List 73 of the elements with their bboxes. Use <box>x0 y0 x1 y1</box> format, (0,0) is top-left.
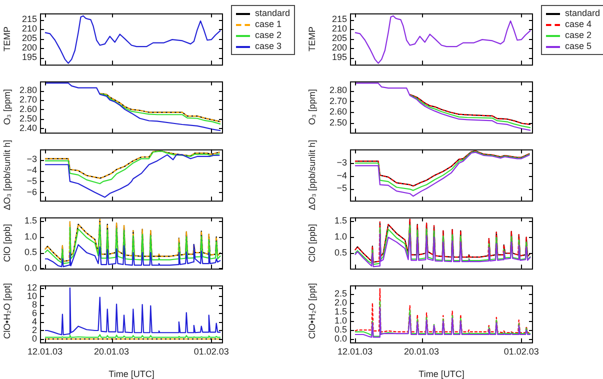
y-tick-label: 215 <box>332 14 347 24</box>
y-tick-label: −6 <box>26 186 37 197</box>
y-tick-label: 1.5 <box>334 216 347 226</box>
y-tick-label: 2.70 <box>329 96 347 106</box>
y-tick-label: 0.0 <box>24 262 37 273</box>
line-series <box>354 288 532 334</box>
y-axis-title: ClO [ppb] <box>307 224 317 262</box>
y-tick-label: 1.0 <box>334 232 347 242</box>
y-tick-label: 2.50 <box>19 113 37 124</box>
y-axis-title: TEMP <box>2 26 12 52</box>
x-tick-label: 20.01.03 <box>94 346 130 356</box>
x-tick-label: 20.01.03 <box>404 346 440 356</box>
x-axis-title: Time [UTC] <box>108 369 154 379</box>
y-tick-label: 2.80 <box>19 85 37 96</box>
legend-label: standard <box>565 8 600 19</box>
legend-label: case 2 <box>565 30 592 41</box>
y-tick-label: 2.40 <box>19 122 37 133</box>
y-tick-label: 205 <box>22 33 37 44</box>
legend-label: standard <box>255 8 290 19</box>
legend-label: case 5 <box>565 41 592 52</box>
y-tick-label: 2.70 <box>19 94 37 105</box>
y-tick-label: −4 <box>26 165 37 176</box>
y-axis-title: O₃ [ppm] <box>2 89 12 125</box>
y-tick-label: 0.0 <box>334 333 347 344</box>
y-tick-label: 200 <box>332 42 347 53</box>
y-tick-label: 4 <box>32 316 37 326</box>
y-tick-label: 195 <box>332 52 347 62</box>
x-tick-label: 12.01.03 <box>27 346 63 356</box>
y-tick-label: −3 <box>26 154 37 164</box>
y-tick-label: 195 <box>22 52 37 62</box>
y-tick-label: 8 <box>32 299 37 310</box>
y-tick-label: 1.5 <box>334 306 347 316</box>
y-tick-label: 10 <box>26 290 37 301</box>
y-tick-label: −5 <box>336 183 347 194</box>
y-tick-label: 1.5 <box>24 216 37 226</box>
x-tick-label: 01.02.03 <box>194 346 229 356</box>
y-tick-label: 200 <box>22 42 37 53</box>
legend-label: case 1 <box>255 19 282 30</box>
legend-label: case 4 <box>565 19 592 30</box>
y-tick-label: 2.5 <box>334 288 347 299</box>
y-tick-label: 0.5 <box>334 248 347 258</box>
y-tick-label: 210 <box>22 24 37 34</box>
y-tick-label: 1.0 <box>24 231 37 242</box>
y-axis-title: ΔO₃ [ppb/sunlit h] <box>2 140 12 210</box>
legend-label: case 2 <box>255 30 282 41</box>
x-axis-title: Time [UTC] <box>418 369 464 379</box>
y-axis-title: TEMP <box>307 26 317 52</box>
y-tick-label: 2 <box>32 324 37 335</box>
y-tick-label: 6 <box>32 308 37 318</box>
y-axis-title: ClO•H₂O [ppt] <box>2 283 12 339</box>
y-tick-label: −4 <box>336 170 347 180</box>
y-tick-label: −3 <box>336 158 347 168</box>
y-axis-title: ΔO₃ [ppb/sunlit h] <box>307 140 317 210</box>
y-axis-title: ClO•H₂O [ppt] <box>307 283 317 339</box>
y-tick-label: 2.0 <box>334 298 347 308</box>
y-tick-label: 215 <box>22 14 37 24</box>
legend-label: case 3 <box>255 41 282 52</box>
y-axis-title: ClO [ppb] <box>2 224 12 262</box>
y-tick-label: 12 <box>26 282 37 292</box>
y-tick-label: 0.5 <box>24 247 37 258</box>
y-tick-label: 0 <box>32 333 37 344</box>
x-tick-label: 01.02.03 <box>504 346 539 356</box>
y-tick-label: 2.60 <box>19 104 37 114</box>
y-tick-label: 2.50 <box>329 117 347 128</box>
y-tick-label: 210 <box>332 24 347 34</box>
y-tick-label: 0.5 <box>334 324 347 334</box>
y-tick-label: 2.80 <box>329 85 347 96</box>
y-tick-label: −5 <box>26 176 37 186</box>
y-axis-title: O₃ [ppm] <box>307 89 317 125</box>
y-tick-label: 205 <box>332 33 347 44</box>
y-tick-label: 1.0 <box>334 315 347 326</box>
y-tick-label: 2.60 <box>329 106 347 117</box>
x-tick-label: 12.01.03 <box>337 346 373 356</box>
